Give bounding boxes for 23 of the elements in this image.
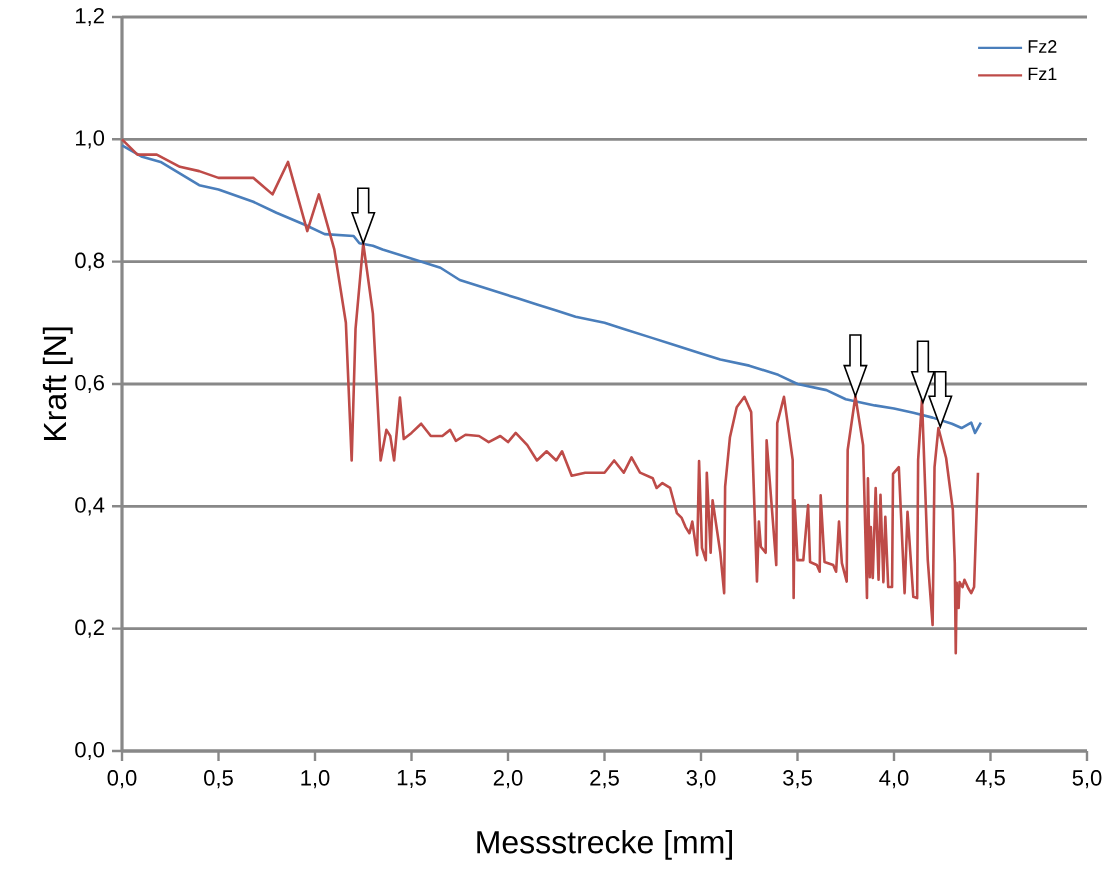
y-tick-label: 1,0 [76,130,105,149]
y-axis-title: Kraft [N] [42,327,73,441]
y-tick-label: 1,2 [76,7,104,27]
x-tick-label: 4,0 [879,770,909,789]
x-tick-label: 5,0 [1072,770,1102,789]
x-tick-label: 0,0 [107,770,137,789]
x-tick-label: 1,5 [397,770,426,789]
y-tick-label: 0,0 [75,741,105,761]
x-tick-label: 4,5 [975,770,1005,789]
x-tick-label: 2,5 [590,770,619,789]
x-tick-label: 1,0 [301,770,330,789]
x-tick-label: 0,5 [204,770,233,789]
legend-label: Fz1 [1028,67,1057,81]
legend-label: Fz2 [1028,40,1057,53]
y-tick-label: 0,2 [75,619,104,638]
x-tick-label: 2,0 [493,770,523,789]
line-series [120,138,980,655]
y-tick-label: 0,4 [75,497,105,516]
x-tick-label: 3,0 [686,770,716,789]
y-tick-label: 0,8 [75,252,104,271]
x-tick-label: 3,5 [783,770,812,789]
x-axis-title: Messstrecke [mm] [477,829,732,860]
y-tick-label: 0,6 [75,374,104,394]
